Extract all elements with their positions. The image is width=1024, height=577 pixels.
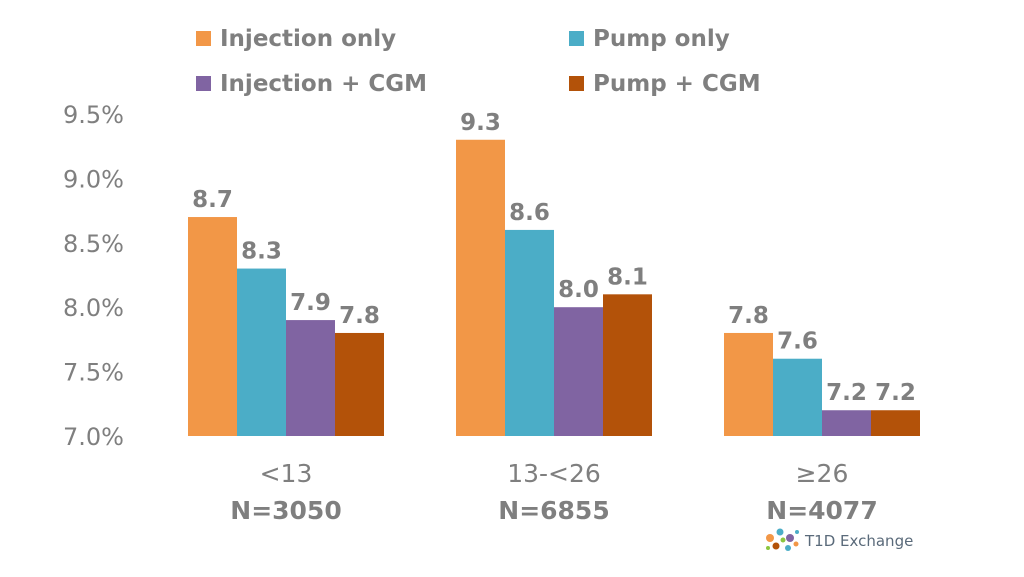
legend-swatch-injection-only xyxy=(196,31,211,46)
legend-label-pump-cgm: Pump + CGM xyxy=(593,71,761,97)
bar-pump-cgm-group-1 xyxy=(335,332,384,436)
bar-pump-only-group-1 xyxy=(237,268,286,436)
legend-label-pump-only: Pump only xyxy=(593,26,730,52)
data-labels: 8.7 8.3 7.9 7.8 9.3 8.6 8.0 8.1 7.8 7.6 7.2 7.2 xyxy=(192,110,916,406)
legend-label-injection-only: Injection only xyxy=(220,26,396,52)
data-label: 7.6 xyxy=(777,329,818,355)
data-label: 7.8 xyxy=(728,303,769,329)
t1d-exchange-logo: T1D Exchange xyxy=(766,528,913,551)
data-label: 8.7 xyxy=(192,187,233,213)
bar-injection-only-group-3 xyxy=(724,332,773,436)
y-axis: 9.5% 9.0% 8.5% 8.0% 7.5% 7.0% xyxy=(63,101,124,451)
legend-swatch-pump-cgm xyxy=(569,76,584,91)
x-axis: <13 N=3050 13-<26 N=6855 ≥26 N=4077 xyxy=(230,459,877,525)
y-tick-label: 8.0% xyxy=(63,294,124,322)
bar-pump-cgm-group-2 xyxy=(603,294,652,436)
x-category-label: 13-<26 xyxy=(507,459,601,488)
data-label: 9.3 xyxy=(460,110,501,136)
data-label: 7.8 xyxy=(339,303,380,329)
data-label: 7.2 xyxy=(875,380,916,406)
x-category-label: ≥26 xyxy=(796,459,849,488)
y-tick-label: 8.5% xyxy=(63,230,124,258)
logo-text: T1D Exchange xyxy=(804,532,913,550)
x-category-label: <13 xyxy=(260,459,313,488)
bar-pump-only-group-2 xyxy=(505,229,554,436)
y-tick-label: 9.5% xyxy=(63,101,124,129)
legend: Injection only Pump only Injection + CGM Pu… xyxy=(196,26,761,97)
data-label: 8.0 xyxy=(558,277,599,303)
legend-swatch-injection-cgm xyxy=(196,76,211,91)
bar-injection-cgm-group-2 xyxy=(554,307,603,436)
data-label: 7.9 xyxy=(290,290,331,316)
logo-mark-icon xyxy=(766,528,799,551)
x-category-n-label: N=3050 xyxy=(230,496,341,525)
legend-swatch-pump-only xyxy=(569,31,584,46)
bar-injection-only-group-2 xyxy=(456,139,505,436)
bars xyxy=(188,139,920,436)
x-category-n-label: N=4077 xyxy=(766,496,877,525)
data-label: 8.6 xyxy=(509,200,550,226)
y-tick-label: 7.5% xyxy=(63,359,124,387)
bar-injection-only-group-1 xyxy=(188,217,237,436)
data-label: 7.2 xyxy=(826,380,867,406)
legend-label-injection-cgm: Injection + CGM xyxy=(220,71,427,97)
data-label: 8.1 xyxy=(607,264,648,290)
y-tick-label: 9.0% xyxy=(63,165,124,193)
bar-pump-only-group-3 xyxy=(773,358,822,436)
bar-injection-cgm-group-1 xyxy=(286,320,335,436)
bar-injection-cgm-group-3 xyxy=(822,410,871,436)
x-category-n-label: N=6855 xyxy=(498,496,609,525)
y-tick-label: 7.0% xyxy=(63,423,124,451)
data-label: 8.3 xyxy=(241,239,282,265)
bar-pump-cgm-group-3 xyxy=(871,410,920,436)
